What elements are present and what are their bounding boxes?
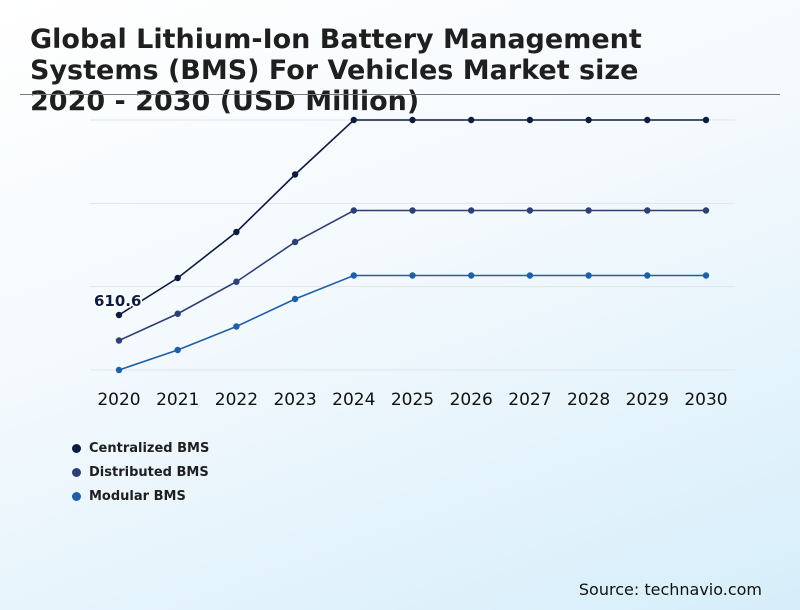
data-point-s0-2028 <box>585 116 592 124</box>
source-credit: Source: technavio.com <box>578 580 762 599</box>
x-tick-label-2030: 2030 <box>684 390 727 410</box>
title-divider <box>20 94 780 95</box>
x-tick-label-2026: 2026 <box>450 390 493 410</box>
data-label-0: 610.6 <box>94 292 141 310</box>
legend-marker-icon <box>72 491 81 501</box>
data-point-s2-2030 <box>702 272 710 279</box>
data-point-s0-2020 <box>115 311 123 319</box>
data-point-s2-2021 <box>174 346 181 354</box>
legend-label: Modular BMS <box>89 488 186 504</box>
data-point-s2-2024 <box>350 272 357 279</box>
data-point-s0-2029 <box>644 116 651 124</box>
legend-marker-icon <box>72 467 81 477</box>
legend-marker-icon <box>72 443 81 453</box>
data-point-s0-2030 <box>702 116 710 124</box>
legend-item-distributed: Distributed BMS <box>72 460 209 484</box>
data-point-s1-2028 <box>585 207 592 214</box>
data-point-s1-2026 <box>468 207 475 214</box>
legend-item-modular: Modular BMS <box>72 484 209 508</box>
data-point-s2-2029 <box>644 272 651 279</box>
data-point-s2-2023 <box>291 295 299 303</box>
data-point-s0-2023 <box>291 171 299 178</box>
data-point-s2-2027 <box>526 272 534 279</box>
data-point-s1-2023 <box>291 238 299 246</box>
x-tick-label-2025: 2025 <box>391 390 434 410</box>
data-point-s0-2021 <box>174 274 181 282</box>
data-point-s1-2020 <box>115 337 123 344</box>
data-point-s0-2027 <box>526 116 534 124</box>
data-point-s2-2026 <box>468 272 475 279</box>
data-point-s2-2028 <box>585 272 592 279</box>
series-line-0 <box>118 119 706 316</box>
data-point-s1-2030 <box>702 207 710 214</box>
data-point-s1-2025 <box>409 207 416 214</box>
x-tick-label-2029: 2029 <box>626 390 669 410</box>
data-point-s2-2020 <box>115 366 123 374</box>
data-point-s1-2027 <box>526 207 534 214</box>
data-point-s1-2029 <box>644 207 651 214</box>
x-tick-label-2023: 2023 <box>273 390 316 410</box>
x-tick-label-2028: 2028 <box>567 390 610 410</box>
x-tick-label-2021: 2021 <box>156 390 199 410</box>
data-point-s0-2026 <box>468 116 475 124</box>
data-point-s2-2025 <box>409 272 416 279</box>
chart-title: Global Lithium-Ion Battery Management Sy… <box>30 24 642 117</box>
x-tick-label-2027: 2027 <box>508 390 551 410</box>
data-point-s1-2024 <box>350 207 357 214</box>
x-tick-label-2020: 2020 <box>97 390 140 410</box>
data-point-s0-2022 <box>233 228 240 236</box>
legend-label: Centralized BMS <box>89 440 210 456</box>
x-tick-label-2024: 2024 <box>332 390 375 410</box>
data-point-s0-2025 <box>409 116 416 124</box>
series-line-2 <box>118 274 706 371</box>
x-tick-label-2022: 2022 <box>215 390 258 410</box>
data-point-s1-2022 <box>233 278 240 285</box>
data-point-s2-2022 <box>233 323 240 330</box>
legend: Centralized BMS Distributed BMS Modular … <box>72 436 209 508</box>
legend-item-centralized: Centralized BMS <box>72 436 209 460</box>
legend-label: Distributed BMS <box>89 464 209 480</box>
data-point-s0-2024 <box>350 116 357 124</box>
data-point-s1-2021 <box>174 310 181 317</box>
